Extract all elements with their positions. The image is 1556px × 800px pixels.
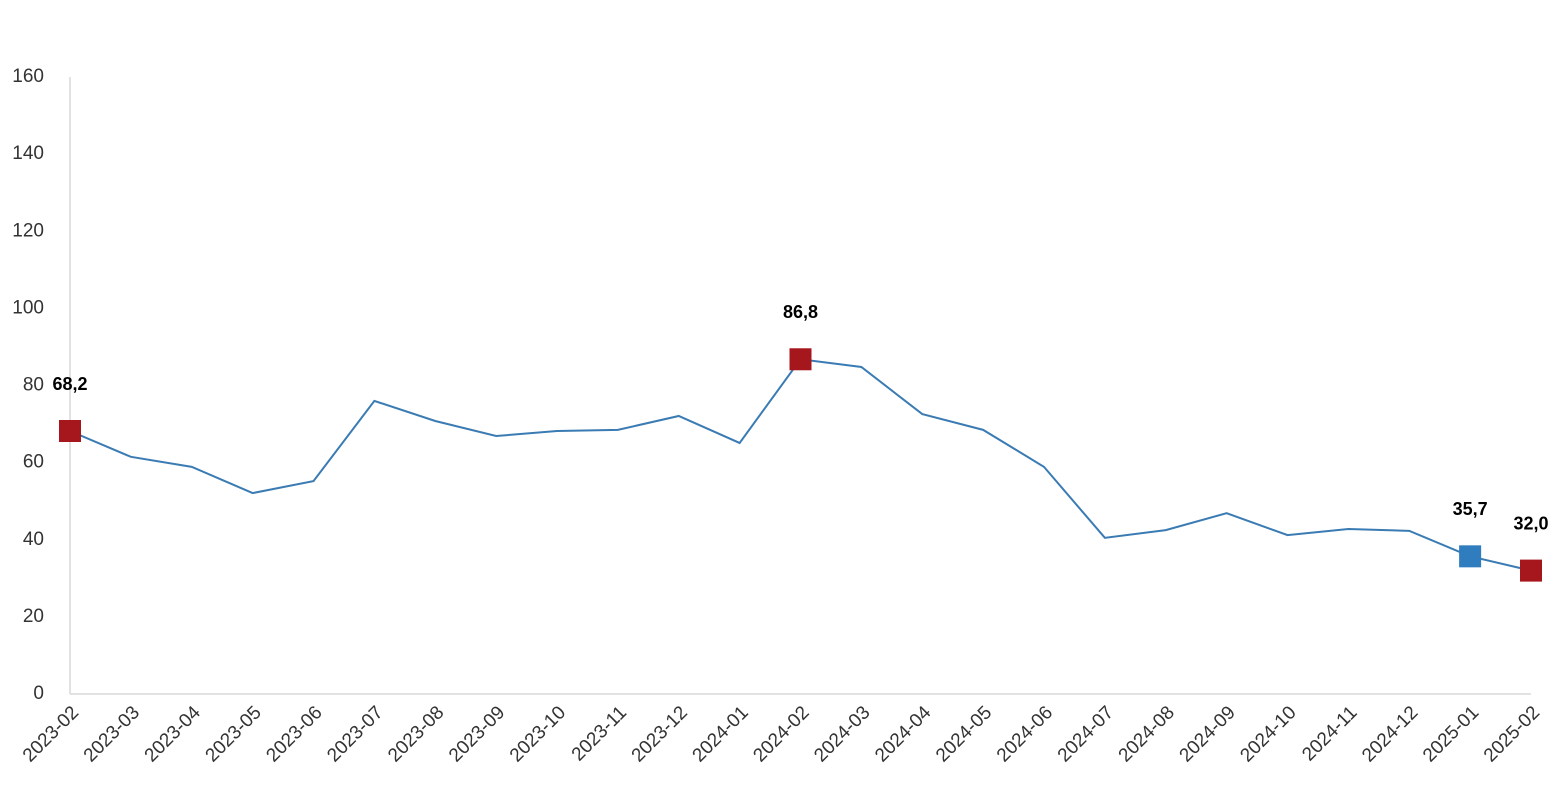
value-label: 35,7 [1453, 499, 1488, 519]
x-tick-label: 2023-05 [202, 702, 266, 766]
x-tick-label: 2023-04 [141, 702, 205, 766]
marker [1520, 559, 1542, 582]
x-tick-label: 2024-03 [810, 702, 874, 766]
x-tick-label: 2024-11 [1298, 702, 1361, 765]
x-tick-label: 2023-07 [323, 702, 387, 766]
x-tick-label: 2023-03 [80, 702, 144, 766]
x-tick-label: 2024-04 [871, 702, 935, 766]
y-tick-label: 80 [23, 375, 44, 396]
y-tick-label: 160 [12, 66, 44, 87]
x-tick-label: 2024-07 [1054, 702, 1118, 766]
x-tick-label: 2023-08 [384, 702, 448, 766]
line [69, 358, 1532, 572]
x-tick-label: 2023-09 [445, 702, 509, 766]
x-tick-label: 2024-02 [749, 702, 813, 766]
y-tick-label: 120 [12, 220, 44, 241]
marker [789, 348, 812, 371]
x-tick-label: 2024-12 [1358, 702, 1422, 766]
x-tick-label: 2024-08 [1115, 702, 1179, 766]
x-tick-label: 2024-10 [1236, 702, 1300, 766]
x-tick-label: 2023-12 [628, 702, 692, 766]
x-tick-label: 2024-01 [689, 702, 753, 766]
y-tick-label: 60 [23, 452, 44, 473]
x-tick-label: 2024-06 [993, 702, 1057, 766]
x-tick-label: 2023-11 [568, 702, 631, 765]
x-tick-label: 2024-09 [1176, 702, 1240, 766]
y-tick-label: 20 [23, 606, 44, 627]
x-tick-label: 2023-10 [506, 702, 570, 766]
x-tick-label: 2023-02 [19, 702, 83, 766]
value-label: 68,2 [52, 374, 87, 394]
x-tick-label: 2025-01 [1419, 702, 1483, 766]
x-tick-label: 2024-05 [932, 702, 996, 766]
y-tick-label: 40 [23, 529, 44, 550]
y-tick-label: 0 [33, 683, 44, 704]
marker [1459, 545, 1482, 568]
y-tick-label: 140 [12, 143, 44, 164]
x-tick-label: 2025-02 [1480, 702, 1544, 766]
x-tick-label: 2023-06 [262, 702, 326, 766]
value-label: 32,0 [1513, 513, 1548, 533]
marker [59, 420, 81, 443]
value-label: 86,8 [783, 302, 818, 322]
y-tick-label: 100 [12, 297, 44, 318]
